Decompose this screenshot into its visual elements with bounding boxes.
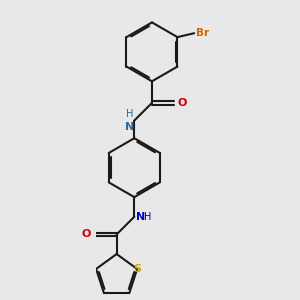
Text: O: O bbox=[82, 230, 91, 239]
Text: N: N bbox=[125, 122, 134, 131]
Text: H: H bbox=[144, 212, 152, 222]
Text: O: O bbox=[178, 98, 187, 108]
Text: S: S bbox=[133, 264, 141, 274]
Text: Br: Br bbox=[196, 28, 209, 38]
Text: H: H bbox=[126, 109, 133, 118]
Text: N: N bbox=[136, 212, 146, 222]
